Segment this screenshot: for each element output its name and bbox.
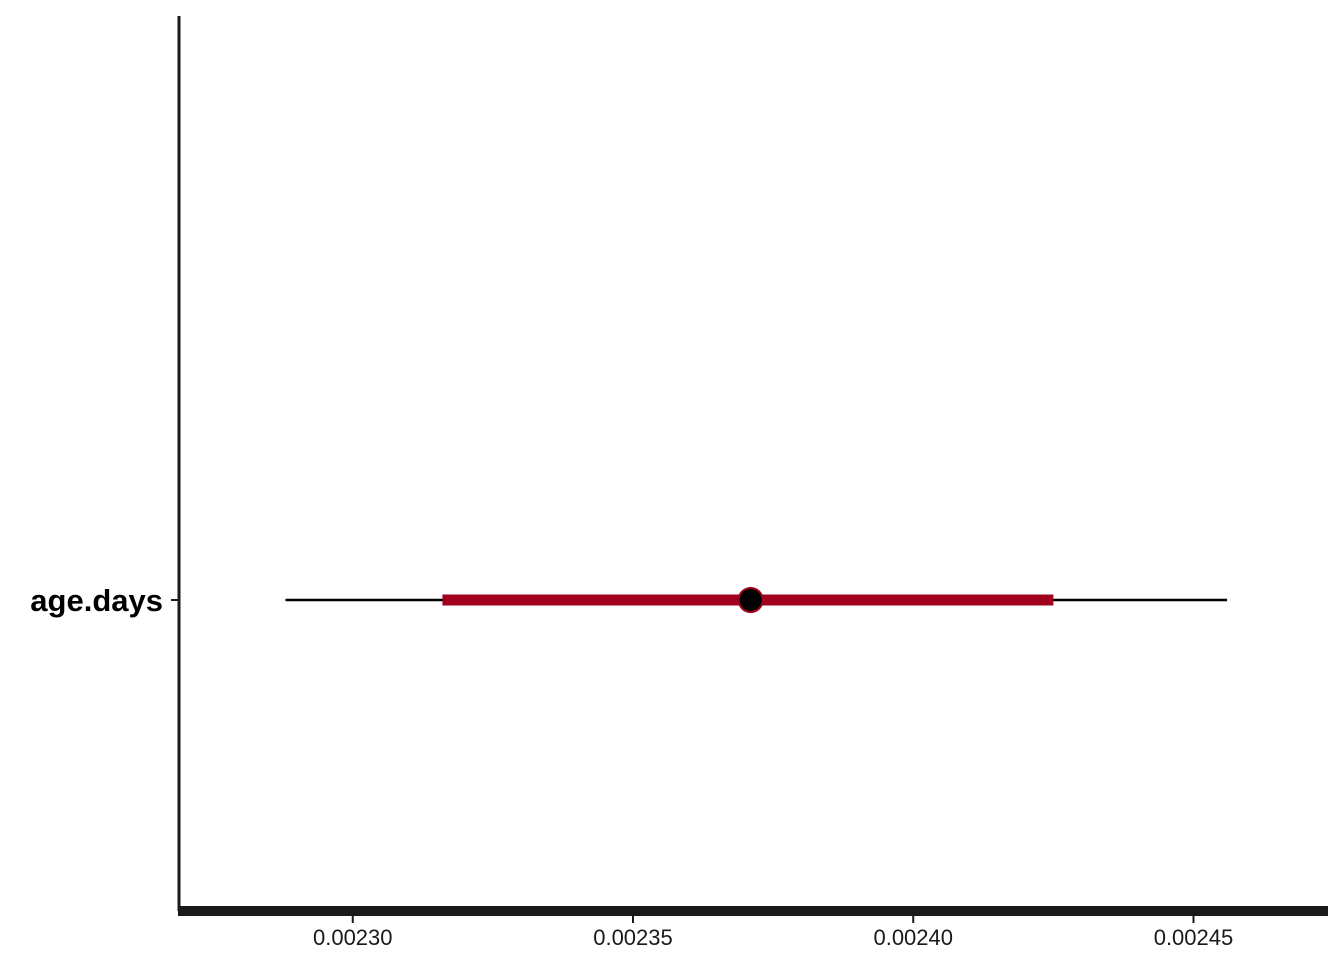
y-axis-ticks: age.days (30, 583, 179, 618)
x-tick-label: 0.00230 (313, 925, 393, 950)
x-tick-label: 0.00240 (873, 925, 953, 950)
interval-marks (285, 587, 1228, 613)
x-tick-label: 0.00245 (1154, 925, 1234, 950)
point-estimate (737, 587, 764, 613)
x-tick-label: 0.00235 (593, 925, 673, 950)
y-tick-label: age.days (30, 583, 163, 618)
x-axis-ticks: 0.00230 0.00235 0.00240 0.00245 (313, 911, 1233, 950)
